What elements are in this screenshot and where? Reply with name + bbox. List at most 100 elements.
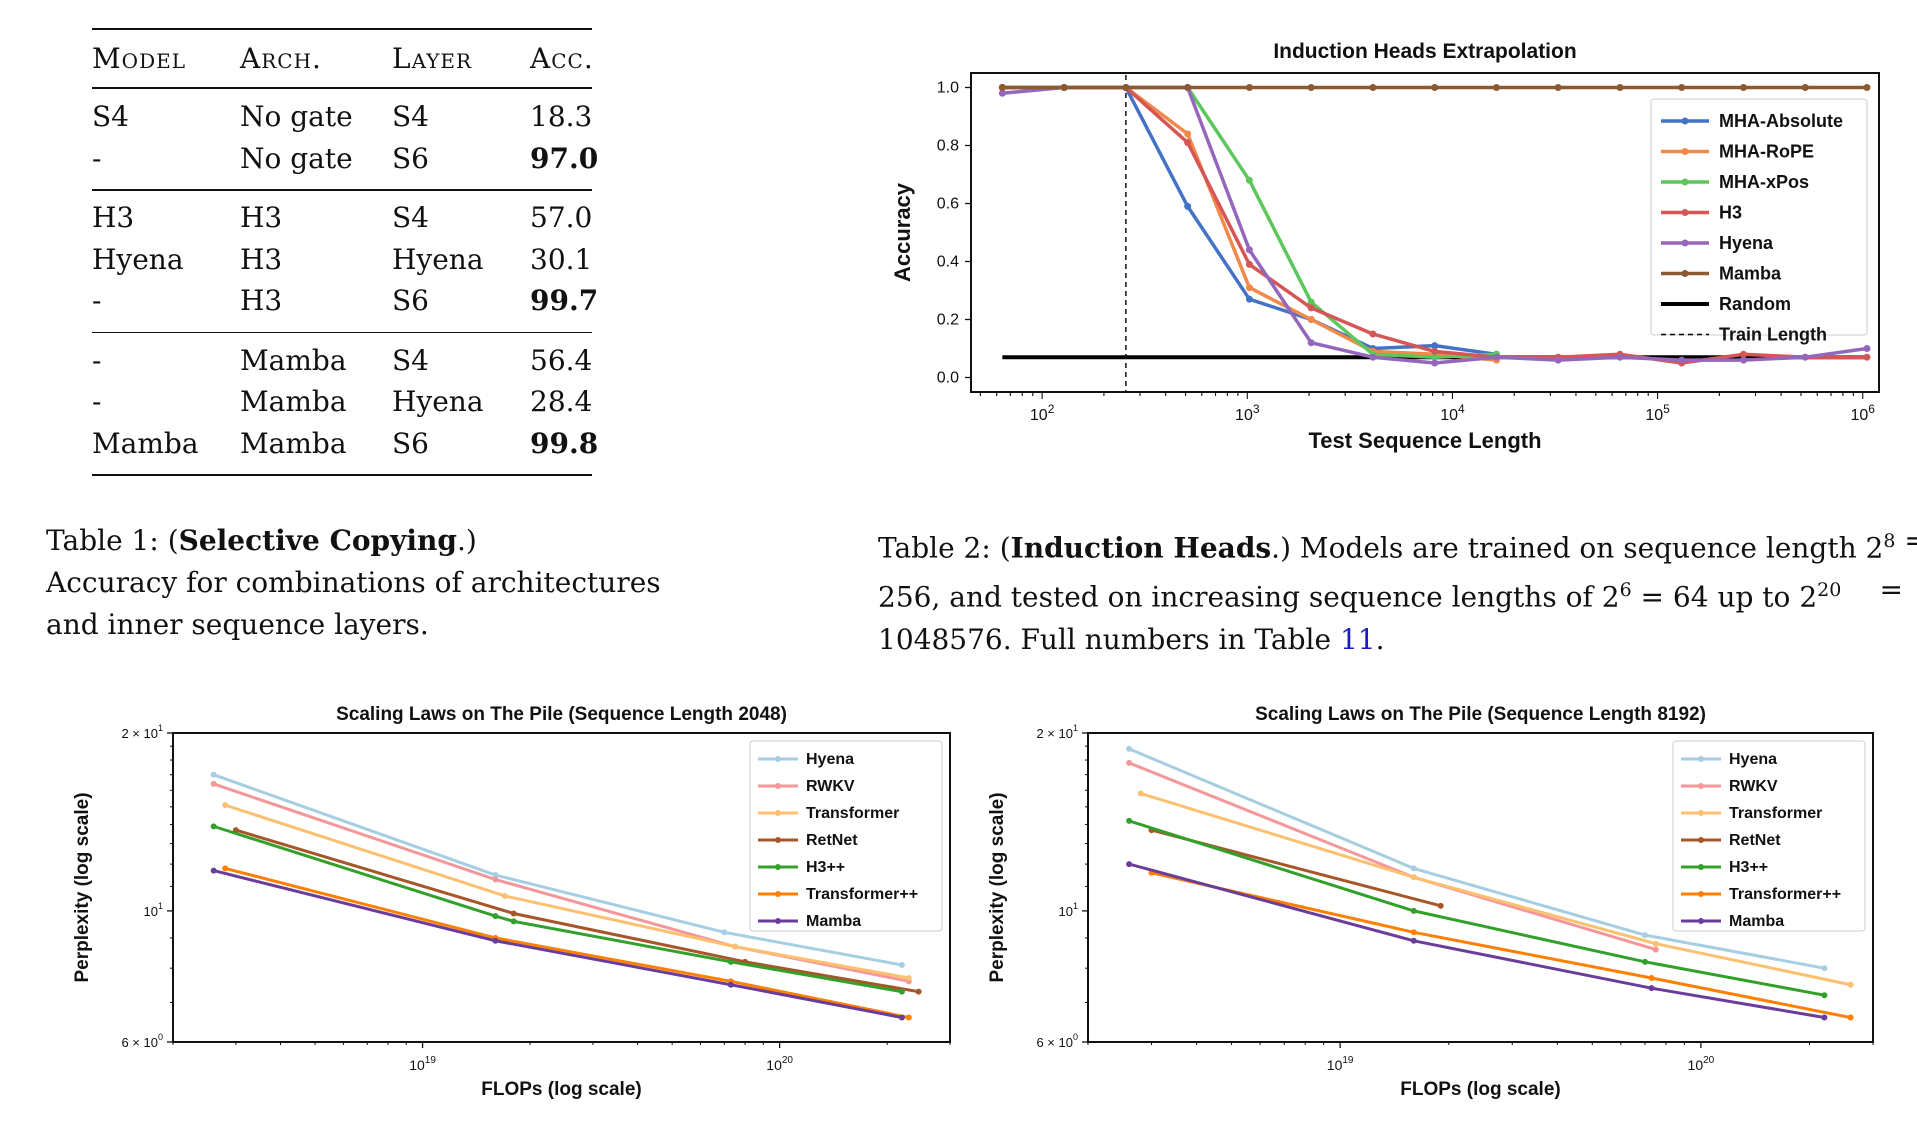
data-point bbox=[1369, 353, 1377, 361]
legend-label: Hyena bbox=[1719, 233, 1774, 253]
legend-label: Transformer++ bbox=[1729, 886, 1841, 903]
y-tick-label-exp: 0 bbox=[1073, 1032, 1078, 1042]
legend-label: Mamba bbox=[806, 913, 861, 930]
table-cell: No gate bbox=[240, 100, 353, 133]
x-tick-label: 102 bbox=[1030, 402, 1055, 424]
table-header-cell: Model bbox=[92, 42, 186, 75]
x-tick-label-exp: 19 bbox=[425, 1055, 437, 1066]
legend-box bbox=[1672, 740, 1866, 932]
y-tick-label-base: 6 × 10 bbox=[121, 1035, 158, 1050]
table-11-link[interactable]: 11 bbox=[1339, 622, 1376, 656]
y-tick-label: 0.0 bbox=[937, 370, 959, 387]
caption-2-line1: .) Models are trained on sequence length… bbox=[1271, 531, 1884, 565]
y-tick-label-base: 2 × 10 bbox=[121, 726, 158, 741]
legend-label: Transformer++ bbox=[806, 886, 918, 903]
data-point bbox=[898, 961, 905, 968]
x-tick-label: 104 bbox=[1440, 402, 1465, 424]
x-tick-label-base: 10 bbox=[1440, 407, 1458, 424]
series-line-Transformer++ bbox=[1151, 871, 1851, 1020]
data-point bbox=[727, 958, 734, 965]
y-tick-label: 1.0 bbox=[937, 80, 959, 97]
data-point bbox=[1431, 347, 1439, 355]
series-line-Transformer++ bbox=[224, 866, 910, 1020]
series-line-H3++ bbox=[1128, 819, 1825, 997]
data-point bbox=[1431, 353, 1439, 361]
data-point bbox=[1307, 298, 1315, 306]
caption-1-prefix: Table 1: ( bbox=[46, 524, 179, 557]
data-point bbox=[1642, 958, 1649, 965]
data-point bbox=[1410, 874, 1417, 881]
table-cell: H3 bbox=[240, 201, 283, 234]
data-point bbox=[998, 89, 1006, 97]
data-point bbox=[905, 974, 912, 981]
x-tick-label-base: 10 bbox=[1688, 1057, 1704, 1073]
table-cell: Mamba bbox=[240, 385, 347, 418]
x-tick-label-exp: 6 bbox=[1868, 402, 1875, 416]
x-tick-label-base: 10 bbox=[766, 1057, 782, 1073]
table-cell: Mamba bbox=[240, 343, 347, 377]
x-tick-label: 1020 bbox=[1688, 1055, 1715, 1073]
x-tick-label-base: 10 bbox=[1851, 407, 1869, 424]
series-line-RWKV bbox=[213, 782, 910, 983]
legend-marker bbox=[775, 810, 781, 816]
data-point bbox=[1678, 84, 1686, 91]
data-point bbox=[1739, 350, 1747, 358]
y-tick-label-exp: 0 bbox=[158, 1032, 163, 1042]
x-tick-label-exp: 20 bbox=[782, 1055, 794, 1066]
table-header-cell: Layer bbox=[392, 42, 473, 75]
plot-frame bbox=[1087, 732, 1874, 1043]
legend-marker bbox=[1698, 837, 1704, 843]
caption-2-line3b: . bbox=[1375, 622, 1385, 656]
legend-marker bbox=[1698, 864, 1704, 870]
legend-box bbox=[749, 740, 943, 932]
table-rule bbox=[92, 87, 592, 89]
y-tick-label: 2 × 101 bbox=[121, 723, 163, 741]
table-cell: - bbox=[92, 284, 102, 317]
x-tick-label: 105 bbox=[1645, 402, 1670, 424]
data-point bbox=[1307, 316, 1315, 323]
legend-label: MHA-xPos bbox=[1719, 172, 1809, 192]
table-cell: 28.4 bbox=[530, 385, 593, 418]
y-tick-label: 101 bbox=[144, 901, 163, 919]
data-point bbox=[1863, 84, 1871, 91]
data-point bbox=[492, 937, 499, 944]
series-line-Transformer bbox=[224, 803, 910, 980]
legend-marker bbox=[1681, 209, 1689, 216]
plot-frame bbox=[172, 732, 951, 1043]
data-point bbox=[1184, 202, 1192, 210]
y-tick-label-exp: 1 bbox=[1073, 901, 1078, 911]
data-point bbox=[1821, 992, 1828, 999]
series-line-MHA-xPos bbox=[1002, 85, 1497, 359]
legend-marker bbox=[775, 756, 781, 762]
x-tick-label-base: 10 bbox=[1030, 407, 1048, 424]
data-point bbox=[1642, 932, 1649, 939]
x-tick-label-exp: 20 bbox=[1703, 1055, 1715, 1066]
data-point bbox=[510, 918, 517, 925]
y-tick-label-base: 10 bbox=[1059, 904, 1073, 919]
caption-2-eq1: = bbox=[1904, 524, 1917, 557]
data-point bbox=[1863, 353, 1871, 361]
data-point bbox=[1122, 84, 1130, 91]
table-cell: - bbox=[92, 343, 102, 377]
series-line-Mamba bbox=[1128, 862, 1825, 1020]
data-point bbox=[210, 771, 217, 778]
x-tick-label-base: 10 bbox=[1235, 407, 1253, 424]
legend-label: Train Length bbox=[1719, 325, 1827, 345]
table-cell: Mamba bbox=[240, 426, 347, 460]
data-point bbox=[1307, 304, 1315, 312]
legend-label: H3++ bbox=[806, 859, 845, 876]
x-tick-label: 1019 bbox=[409, 1055, 436, 1073]
data-point bbox=[1369, 84, 1377, 91]
table-cell: - bbox=[92, 385, 102, 418]
table-header-cell: Arch. bbox=[240, 42, 322, 75]
legend-marker bbox=[1698, 783, 1704, 789]
table-cell: S4 bbox=[392, 100, 429, 133]
legend-label: Mamba bbox=[1719, 264, 1782, 284]
data-point bbox=[1126, 861, 1133, 868]
caption-2-line3a: 1048576. Full numbers in Table bbox=[878, 622, 1340, 656]
table-rule bbox=[92, 28, 592, 30]
data-point bbox=[898, 988, 905, 995]
legend-marker bbox=[1681, 239, 1689, 247]
caption-table-2: Table 2: (Induction Heads.) Models are t… bbox=[878, 520, 1917, 661]
legend-marker bbox=[1698, 891, 1704, 897]
